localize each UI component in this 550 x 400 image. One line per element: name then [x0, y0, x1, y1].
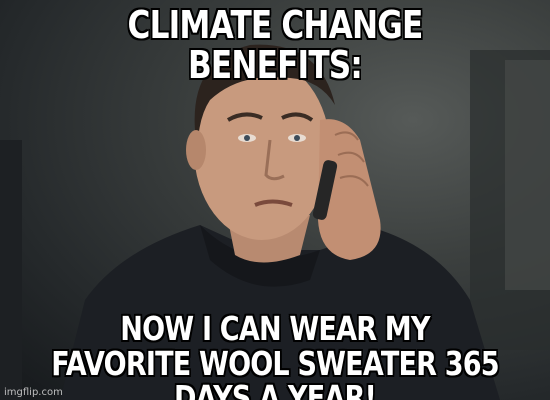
face-shape	[194, 60, 330, 240]
phone-icon	[312, 160, 338, 220]
top-caption: CLIMATE CHANGE BENEFITS:	[127, 3, 424, 87]
hand-shape	[318, 119, 381, 261]
watermark-text: imgflip.com	[4, 387, 63, 398]
door-frame-left	[0, 140, 22, 400]
hair-shape	[194, 44, 335, 141]
sweater-shape	[60, 225, 500, 400]
bottom-caption: NOW I CAN WEAR MY FAVORITE WOOL SWEATER …	[51, 309, 499, 400]
